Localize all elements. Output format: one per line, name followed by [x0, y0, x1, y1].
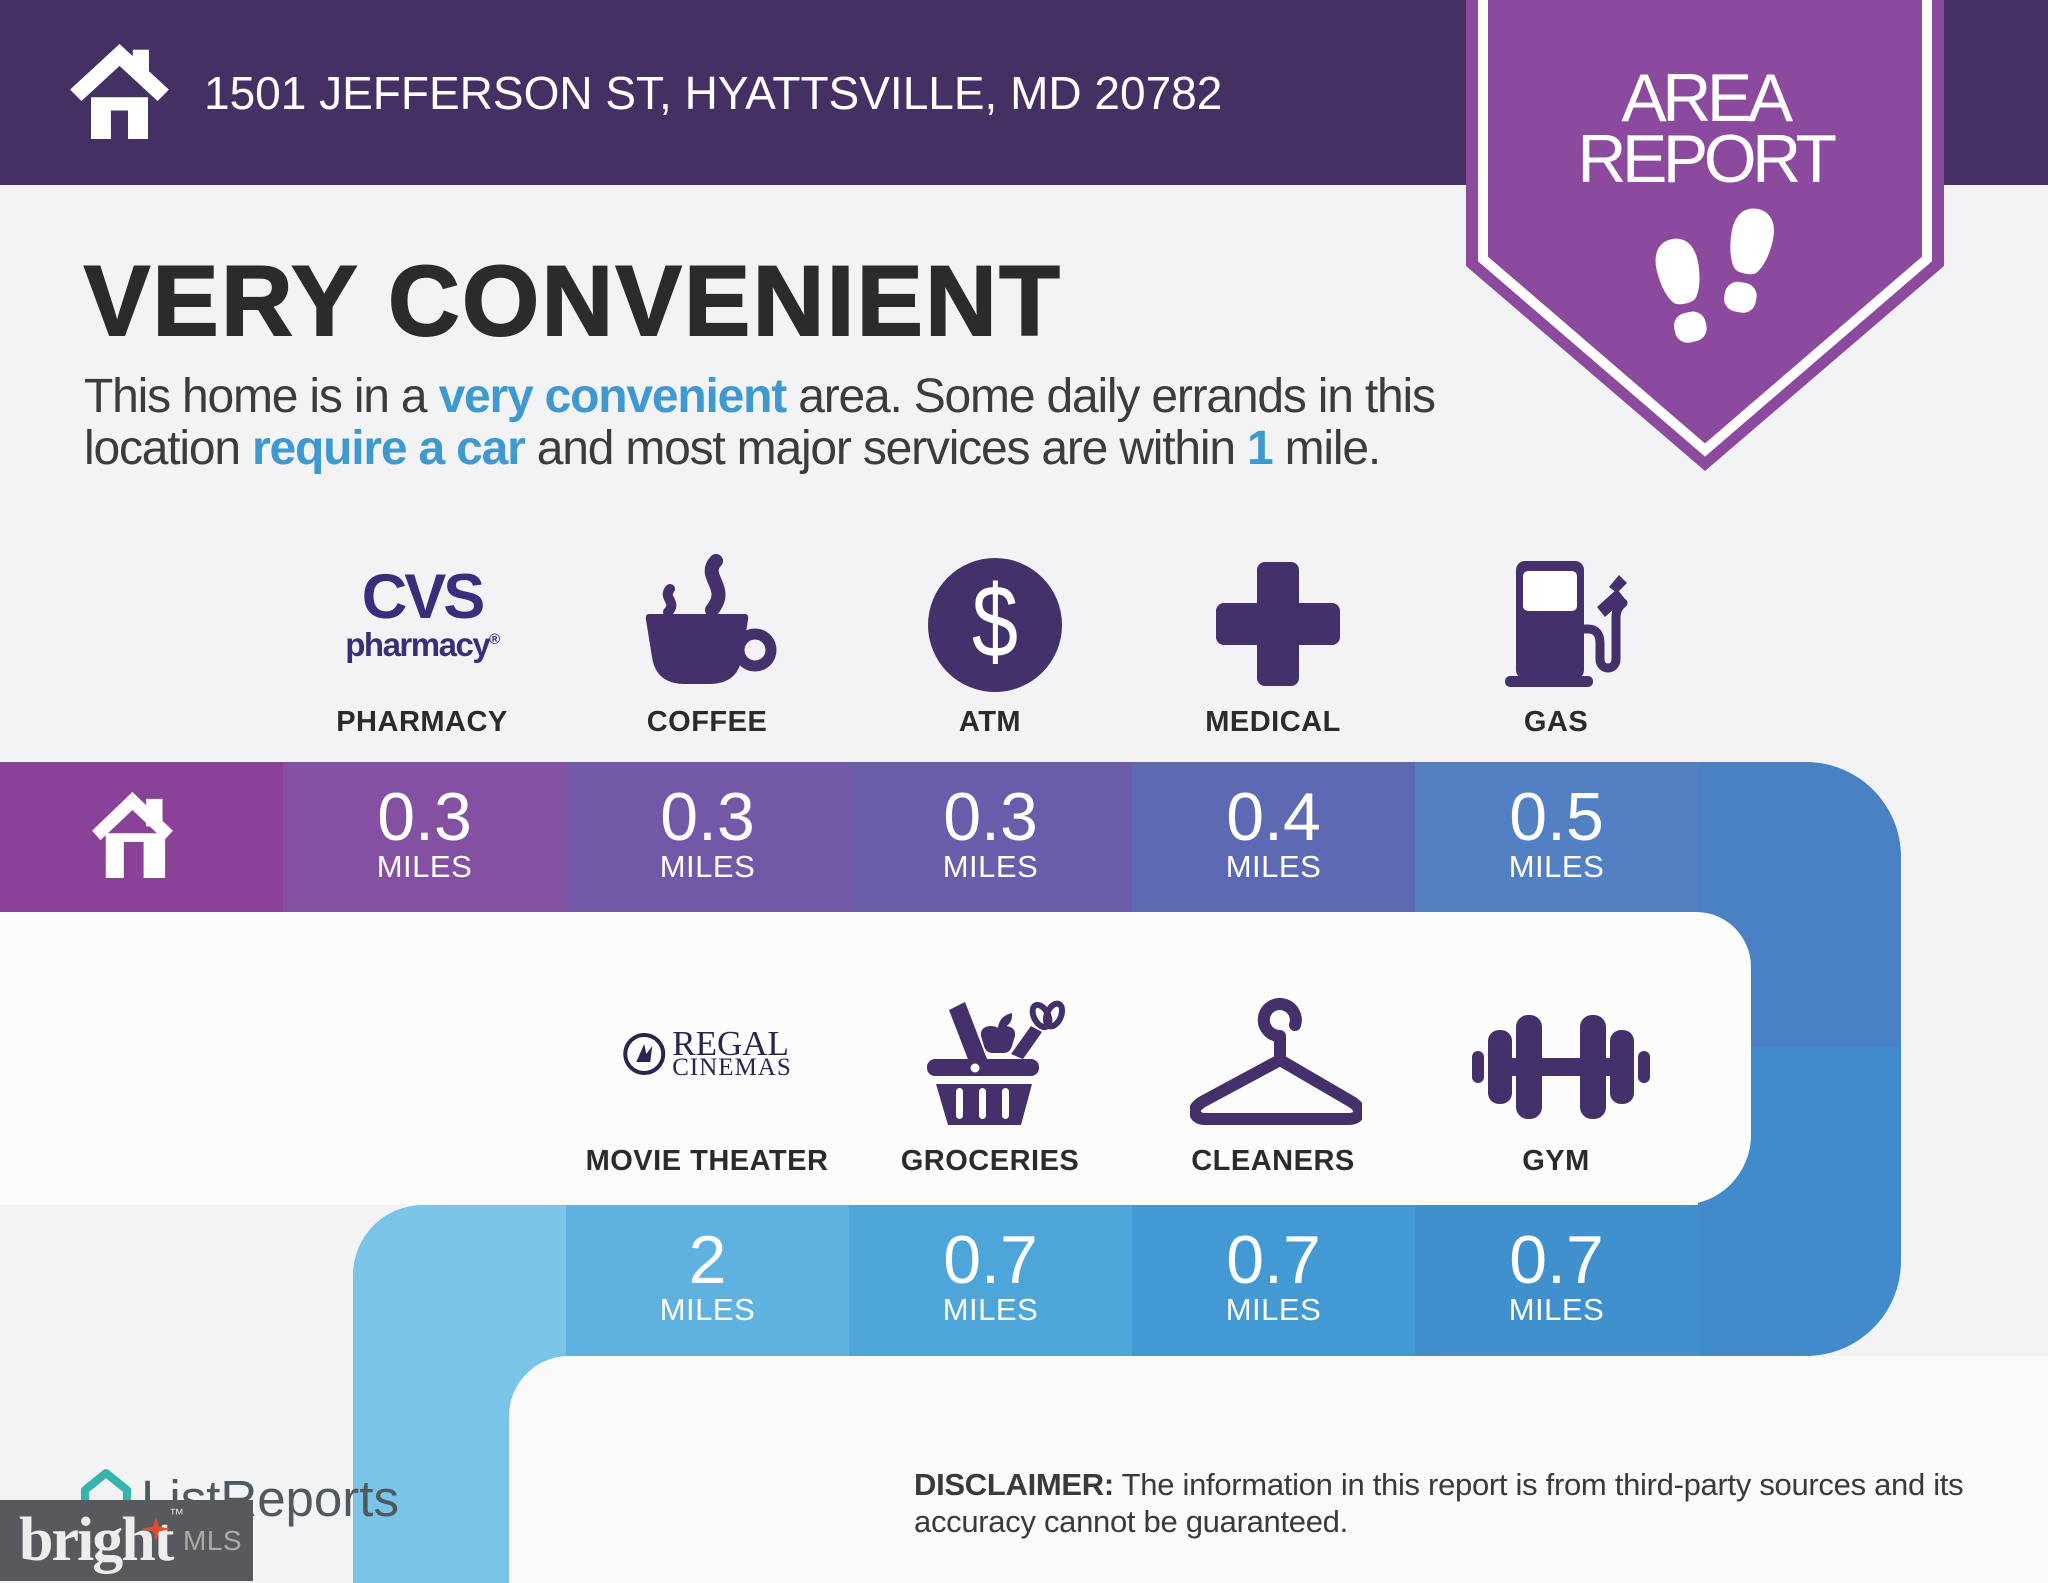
svg-text:AREA: AREA	[1621, 60, 1793, 136]
svg-text:REPORT: REPORT	[1577, 121, 1835, 197]
svg-text:$: $	[972, 563, 1018, 679]
